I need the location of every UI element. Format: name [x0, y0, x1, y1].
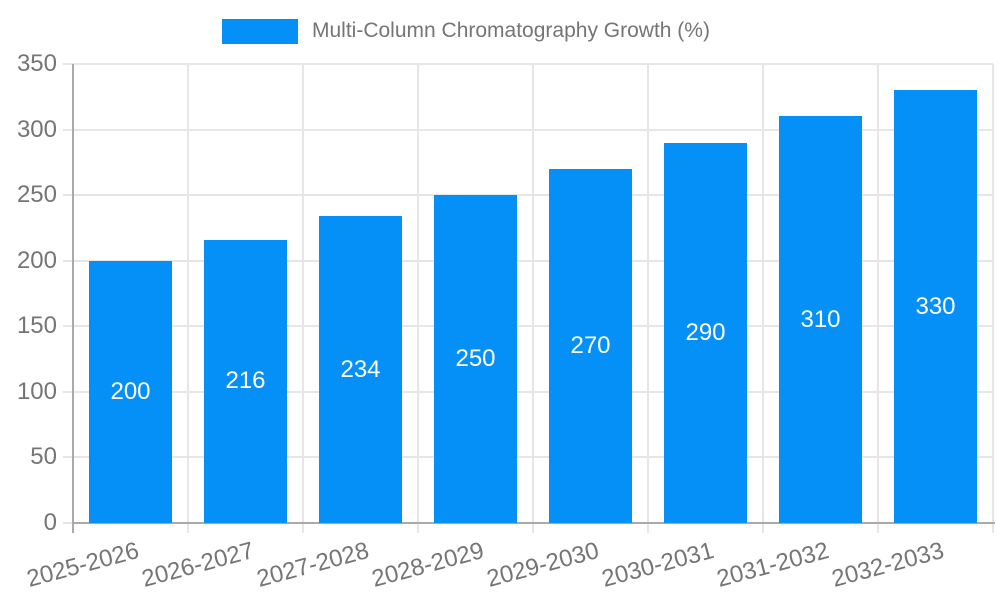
y-axis-tick-label: 0	[43, 509, 57, 536]
x-axis-tick-label: 2030-2031	[598, 537, 717, 593]
y-gridline	[63, 456, 993, 459]
y-gridline	[63, 259, 993, 262]
legend-swatch-icon	[222, 18, 298, 44]
bar-2025-2026: 200	[89, 260, 172, 523]
y-axis-tick-label: 200	[16, 246, 57, 274]
bar-value-label: 234	[340, 355, 381, 383]
x-gridline	[417, 64, 419, 533]
y-gridline	[63, 128, 993, 131]
x-axis-tick-label: 2029-2030	[483, 537, 602, 593]
y-gridline	[63, 194, 993, 197]
x-gridline	[877, 64, 879, 533]
x-axis-tick-label: 2027-2028	[253, 537, 372, 593]
y-gridline	[63, 325, 993, 328]
x-gridline	[302, 64, 304, 533]
bar-value-label: 310	[800, 305, 841, 333]
bar-2030-2031: 290	[664, 142, 747, 523]
x-axis-tick-label: 2028-2029	[368, 537, 487, 593]
x-axis-tick-label: 2026-2027	[138, 537, 257, 593]
bar-2032-2033: 330	[894, 90, 977, 523]
bar-2026-2027: 216	[204, 239, 287, 523]
bar-value-label: 200	[110, 377, 151, 405]
y-axis-tick-label: 100	[16, 377, 57, 405]
y-axis-tick-label: 250	[16, 181, 57, 209]
x-axis-tick-label: 2031-2032	[713, 537, 832, 593]
bar-value-label: 216	[225, 367, 266, 395]
y-axis-tick-label: 50	[30, 443, 57, 471]
x-axis-tick-label: 2032-2033	[828, 537, 947, 593]
x-axis-line	[73, 522, 995, 524]
y-axis-tick-label: 300	[16, 115, 57, 143]
x-gridline	[762, 64, 764, 533]
y-axis-line	[72, 64, 74, 533]
x-gridline	[647, 64, 649, 533]
legend-item[interactable]: Multi-Column Chromatography Growth (%)	[222, 18, 710, 44]
legend-label: Multi-Column Chromatography Growth (%)	[312, 19, 710, 42]
bar-value-label: 250	[455, 345, 496, 373]
bar-value-label: 290	[685, 318, 726, 346]
y-axis-tick-label: 350	[16, 50, 57, 77]
bar-2031-2032: 310	[779, 116, 862, 523]
y-gridline	[63, 63, 993, 65]
bar-2027-2028: 234	[319, 216, 402, 523]
x-axis-tick-label: 2025-2026	[23, 537, 142, 593]
y-gridline	[63, 390, 993, 393]
bar-2028-2029: 250	[434, 195, 517, 523]
bar-value-label: 270	[570, 331, 611, 359]
bar-2029-2030: 270	[549, 168, 632, 523]
y-axis-tick-label: 150	[16, 312, 57, 340]
x-gridline	[187, 64, 189, 533]
bar-value-label: 330	[915, 292, 956, 320]
x-gridline	[992, 64, 994, 533]
x-gridline	[532, 64, 534, 533]
